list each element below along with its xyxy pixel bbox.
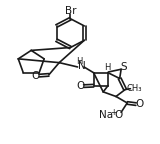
Text: O: O <box>114 110 122 120</box>
Text: O: O <box>135 99 144 109</box>
Text: Br: Br <box>65 6 76 16</box>
Text: S: S <box>121 62 127 72</box>
Text: O: O <box>76 81 84 91</box>
Text: Na: Na <box>99 110 113 120</box>
Text: O: O <box>32 71 40 81</box>
Text: +: + <box>110 108 117 117</box>
Text: H: H <box>76 57 83 66</box>
Text: H: H <box>104 63 111 72</box>
Text: N: N <box>78 60 86 71</box>
Text: CH₃: CH₃ <box>127 84 142 93</box>
